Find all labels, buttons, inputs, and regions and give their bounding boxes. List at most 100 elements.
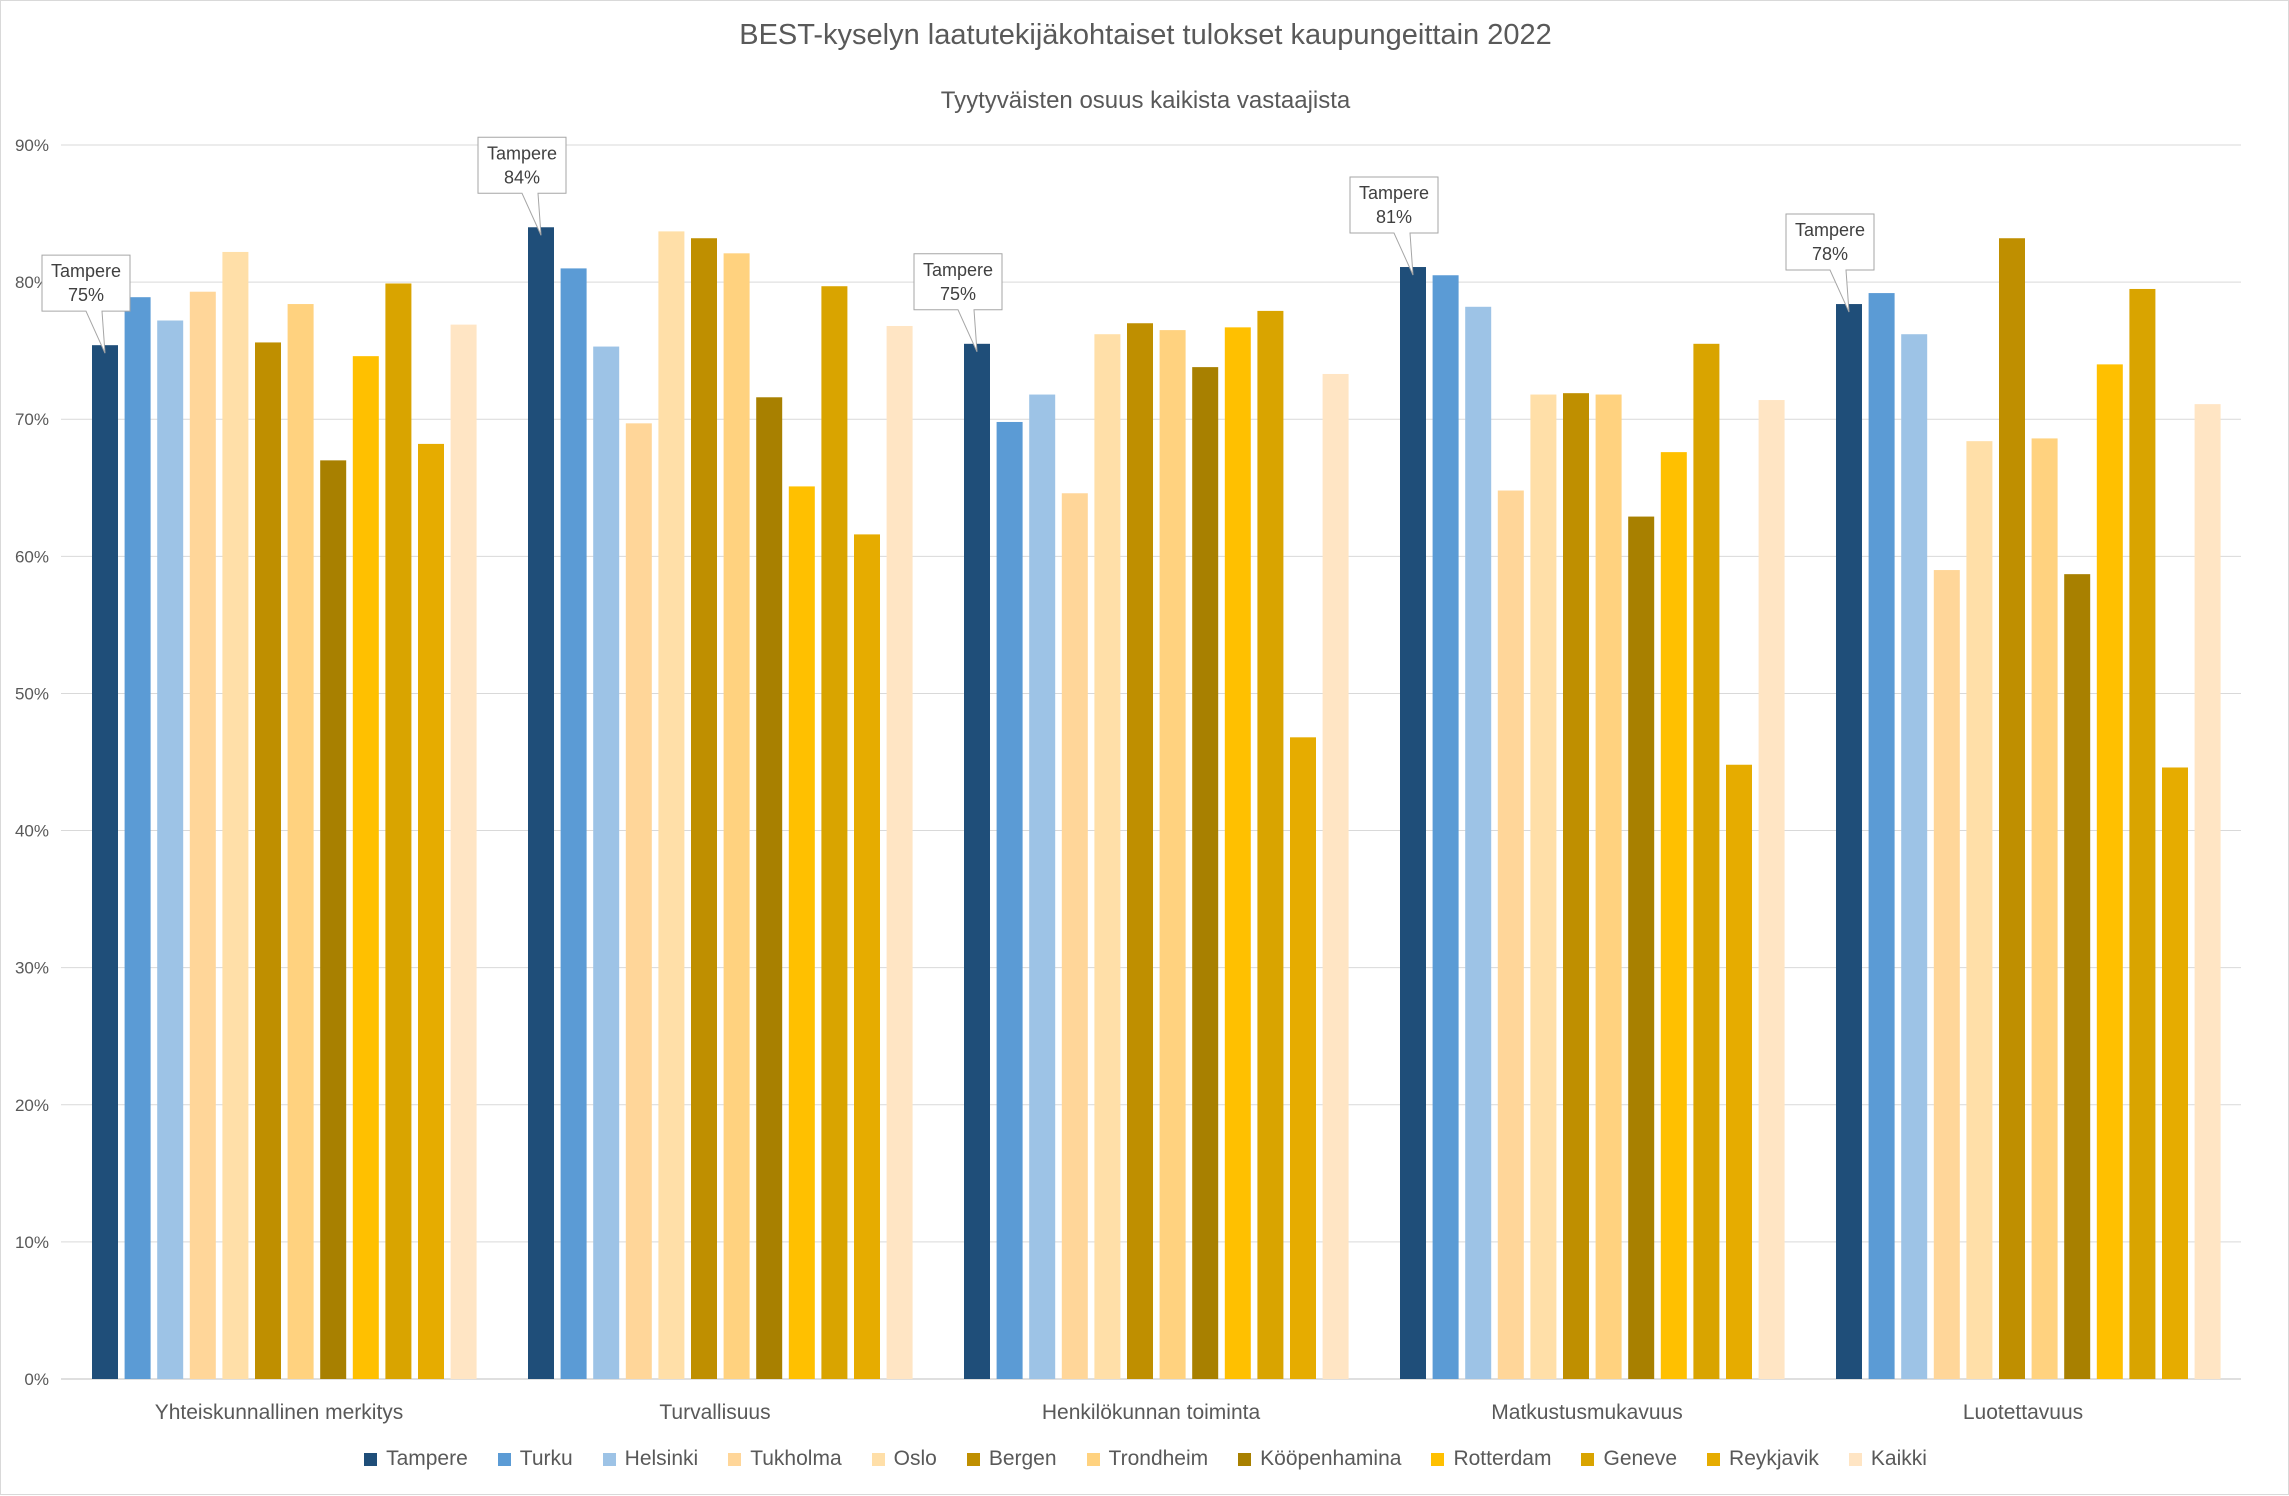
bar-trondheim — [287, 304, 314, 1380]
bar-kööpenhamina — [320, 460, 347, 1379]
legend-label: Bergen — [988, 1447, 1057, 1470]
legend-swatch — [1431, 1452, 1445, 1466]
legend-label: Tampere — [386, 1447, 468, 1470]
x-category-label: Henkilökunnan toiminta — [1042, 1401, 1261, 1424]
legend: Tampere Turku Helsinki Tukholma Oslo Bergen Tr… — [1, 1447, 2289, 1471]
bar-tukholma — [189, 291, 216, 1380]
bar-rotterdam — [1660, 452, 1687, 1379]
callout-value-label: 75% — [940, 284, 976, 304]
bar-bergen — [691, 238, 717, 1379]
bar-tampere — [964, 343, 990, 1380]
bar-oslo — [1094, 334, 1121, 1379]
bar-helsinki — [1465, 306, 1492, 1379]
bar-trondheim — [723, 253, 750, 1380]
legend-swatch — [497, 1452, 511, 1466]
bar-oslo — [222, 251, 249, 1380]
bar-kööpenhamina — [1192, 367, 1219, 1379]
legend-swatch — [1086, 1452, 1100, 1466]
bar-tampere — [1836, 304, 1862, 1380]
bar-helsinki — [1901, 334, 1928, 1379]
bar-tukholma — [1061, 493, 1088, 1379]
chart-subtitle: Tyytyväisten osuus kaikista vastaajista — [940, 87, 1351, 114]
legend-label: Oslo — [893, 1447, 937, 1470]
callout-box — [477, 136, 567, 236]
bar-tampere — [528, 227, 554, 1380]
bar-bergen — [255, 342, 281, 1380]
callout-value-label: 84% — [504, 167, 540, 187]
legend-item: Oslo — [871, 1447, 937, 1471]
bar-oslo — [658, 231, 685, 1379]
legend-item: Kööpenhamina — [1238, 1447, 1401, 1471]
bar-oslo — [1966, 441, 1993, 1379]
legend-item: Trondheim — [1086, 1447, 1209, 1471]
bar-trondheim — [1159, 330, 1186, 1380]
legend-item: Helsinki — [602, 1447, 699, 1471]
legend-item: Turku — [497, 1447, 573, 1471]
bar-geneve — [1693, 343, 1720, 1380]
y-tick-label: 70% — [15, 410, 49, 429]
legend-label: Kööpenhamina — [1260, 1447, 1402, 1470]
bar-trondheim — [1595, 394, 1622, 1379]
callout-box — [1349, 176, 1439, 276]
bar-rotterdam — [788, 486, 815, 1379]
bar-bergen — [1563, 393, 1589, 1379]
legend-label: Trondheim — [1108, 1447, 1209, 1470]
bar-reykjavik — [1290, 737, 1316, 1379]
legend-swatch — [364, 1452, 378, 1466]
legend-item: Tampere — [364, 1447, 468, 1471]
callout-value-label: 81% — [1376, 207, 1412, 227]
legend-item: Geneve — [1581, 1447, 1677, 1471]
legend-item: Rotterdam — [1431, 1447, 1551, 1471]
x-category-label: Turvallisuus — [659, 1401, 770, 1424]
legend-label: Helsinki — [624, 1447, 699, 1470]
y-tick-label: 90% — [15, 136, 49, 155]
x-category-label: Matkustusmukavuus — [1491, 1401, 1682, 1424]
bar-helsinki — [593, 346, 620, 1379]
bar-trondheim — [2031, 438, 2058, 1379]
legend-item: Tukholma — [728, 1447, 842, 1471]
bar-reykjavik — [854, 534, 880, 1379]
bar-reykjavik — [418, 443, 444, 1379]
y-tick-label: 40% — [15, 822, 49, 841]
legend-swatch — [1581, 1452, 1595, 1466]
bar-turku — [996, 421, 1023, 1379]
bar-reykjavik — [2162, 767, 2188, 1379]
bar-helsinki — [157, 320, 184, 1380]
y-tick-label: 0% — [24, 1370, 49, 1389]
y-tick-label: 60% — [15, 547, 49, 566]
bar-reykjavik — [1726, 764, 1752, 1379]
bar-bergen — [1999, 238, 2025, 1379]
bar-kööpenhamina — [756, 397, 783, 1380]
legend-swatch — [602, 1452, 616, 1466]
legend-swatch — [728, 1452, 742, 1466]
callout-value-label: 78% — [1812, 244, 1848, 264]
bar-rotterdam — [352, 356, 379, 1379]
legend-item: Bergen — [966, 1447, 1057, 1471]
bar-rotterdam — [1224, 327, 1251, 1379]
y-tick-label: 20% — [15, 1096, 49, 1115]
bar-turku — [560, 268, 587, 1379]
callout-series-label: Tampere — [487, 143, 557, 163]
legend-label: Rotterdam — [1453, 1447, 1552, 1470]
legend-swatch — [1707, 1452, 1721, 1466]
bar-bergen — [1127, 323, 1153, 1380]
y-tick-label: 10% — [15, 1233, 49, 1252]
legend-swatch — [966, 1452, 980, 1466]
bar-geneve — [1257, 310, 1284, 1380]
bar-geneve — [2129, 288, 2156, 1379]
bar-kaikki — [450, 324, 477, 1379]
legend-label: Geneve — [1603, 1447, 1678, 1470]
bar-helsinki — [1029, 394, 1056, 1379]
bar-turku — [1432, 275, 1459, 1379]
bar-turku — [1868, 293, 1895, 1380]
callout-box — [1785, 213, 1875, 313]
legend-item: Kaikki — [1848, 1447, 1927, 1471]
legend-item: Reykjavik — [1707, 1447, 1819, 1471]
bar-kaikki — [886, 325, 913, 1379]
x-category-label: Luotettavuus — [1963, 1401, 2083, 1424]
bar-kaikki — [1322, 373, 1349, 1379]
legend-label: Tukholma — [750, 1447, 842, 1470]
bar-tampere — [1400, 267, 1426, 1379]
